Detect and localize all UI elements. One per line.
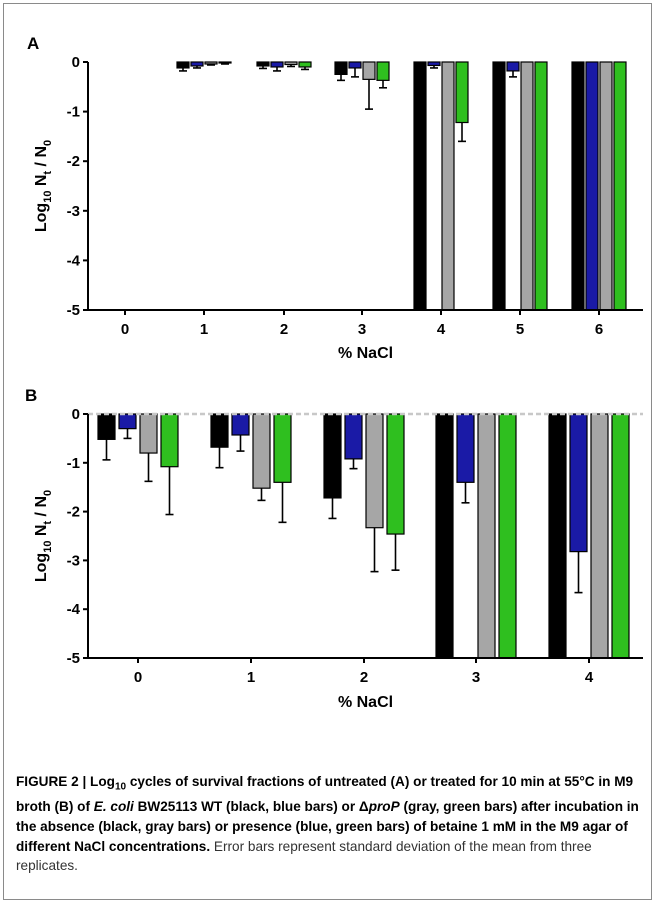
bar [427, 61, 441, 67]
bar [176, 61, 190, 69]
x-axis-title: % NaCl [338, 694, 393, 711]
x-tick-label: 5 [516, 321, 524, 338]
x-tick-label: 2 [360, 669, 368, 686]
bar [455, 61, 469, 124]
x-tick-label: 0 [121, 321, 129, 338]
y-tick-label: 0 [72, 54, 80, 71]
caption-title-part-2: BW25113 WT (black, blue bars) or Δ [133, 799, 369, 815]
figure-charts: A 0 -1 -2 -3 -4 -5 0 1 2 3 4 5 6 % NaCl Log10 Nt / N0 B 0… [25, 34, 643, 711]
x-tick-label: 6 [595, 321, 603, 338]
panel-letter: B [25, 386, 37, 405]
bar [160, 413, 179, 468]
bar [590, 413, 609, 659]
bar [520, 61, 534, 311]
bar [252, 413, 271, 489]
bar [97, 413, 116, 440]
bar [344, 413, 363, 460]
bar [413, 61, 427, 311]
x-tick-label: 4 [585, 669, 594, 686]
bar [376, 61, 390, 81]
bar [506, 61, 520, 72]
bar [548, 413, 567, 659]
bar [284, 61, 298, 66]
bar [256, 61, 270, 67]
y-tick-label: -1 [67, 104, 80, 121]
chart-panel-a: A 0 -1 -2 -3 -4 -5 0 1 2 3 4 5 6 % NaCl Log10 Nt / N0 [27, 34, 643, 362]
caption-label: FIGURE 2 | Log10 [16, 774, 127, 793]
y-tick-label: -4 [67, 601, 81, 618]
bar [613, 61, 627, 311]
bar [441, 61, 455, 311]
y-tick-label: -5 [67, 302, 80, 319]
bar [190, 61, 204, 67]
bar [534, 61, 548, 311]
bar [273, 413, 292, 483]
bar [435, 413, 454, 659]
bar [365, 413, 384, 529]
x-tick-label: 1 [200, 321, 208, 338]
caption-title-part-3: (gray, green bars) after incubation in t… [16, 799, 639, 854]
caption-title-part-1: cycles of survival fractions of untreate… [16, 774, 634, 815]
x-tick-label: 0 [134, 669, 142, 686]
bar [611, 413, 630, 659]
figure-frame [3, 3, 652, 900]
caption-gene: proP [368, 799, 400, 815]
bar [204, 61, 218, 65]
y-tick-label: -3 [67, 552, 80, 569]
y-tick-label: -5 [67, 650, 80, 667]
bar [210, 413, 229, 448]
y-tick-label: 0 [72, 406, 80, 423]
x-tick-label: 1 [247, 669, 255, 686]
bar [571, 61, 585, 311]
y-tick-label: -2 [67, 153, 80, 170]
bar [362, 61, 376, 80]
chart-panel-b: B 0 -1 -2 -3 -4 -5 0 1 2 3 4 % NaCl Log10 Nt / N0 [25, 386, 643, 711]
y-axis-title: Log10 Nt / N0 [33, 140, 54, 232]
y-tick-label: -2 [67, 504, 80, 521]
bar [386, 413, 405, 535]
y-axis-title: Log10 Nt / N0 [33, 490, 54, 582]
bar [231, 413, 250, 436]
bar [585, 61, 599, 311]
bar [348, 61, 362, 69]
bar [599, 61, 613, 311]
bar [139, 413, 158, 454]
bar [569, 413, 588, 553]
x-tick-label: 4 [437, 321, 446, 338]
bar [118, 413, 137, 430]
bar [334, 61, 348, 75]
bar [270, 61, 284, 68]
bar [477, 413, 496, 659]
bar [298, 61, 312, 68]
bar [492, 61, 506, 311]
x-axis-title: % NaCl [338, 345, 393, 362]
bar [498, 413, 517, 659]
y-tick-label: -3 [67, 203, 80, 220]
x-tick-label: 3 [358, 321, 366, 338]
panel-letter: A [27, 34, 39, 53]
bar [323, 413, 342, 499]
x-tick-label: 2 [280, 321, 288, 338]
caption-species: E. coli [93, 799, 134, 815]
figure-caption: FIGURE 2 | Log10 cycles of survival frac… [16, 772, 641, 876]
y-tick-label: -4 [67, 252, 81, 269]
caption-description: Error bars represent standard deviation … [16, 838, 592, 874]
bar [456, 413, 475, 483]
y-tick-label: -1 [67, 455, 80, 472]
bar [218, 61, 232, 64]
x-tick-label: 3 [472, 669, 480, 686]
